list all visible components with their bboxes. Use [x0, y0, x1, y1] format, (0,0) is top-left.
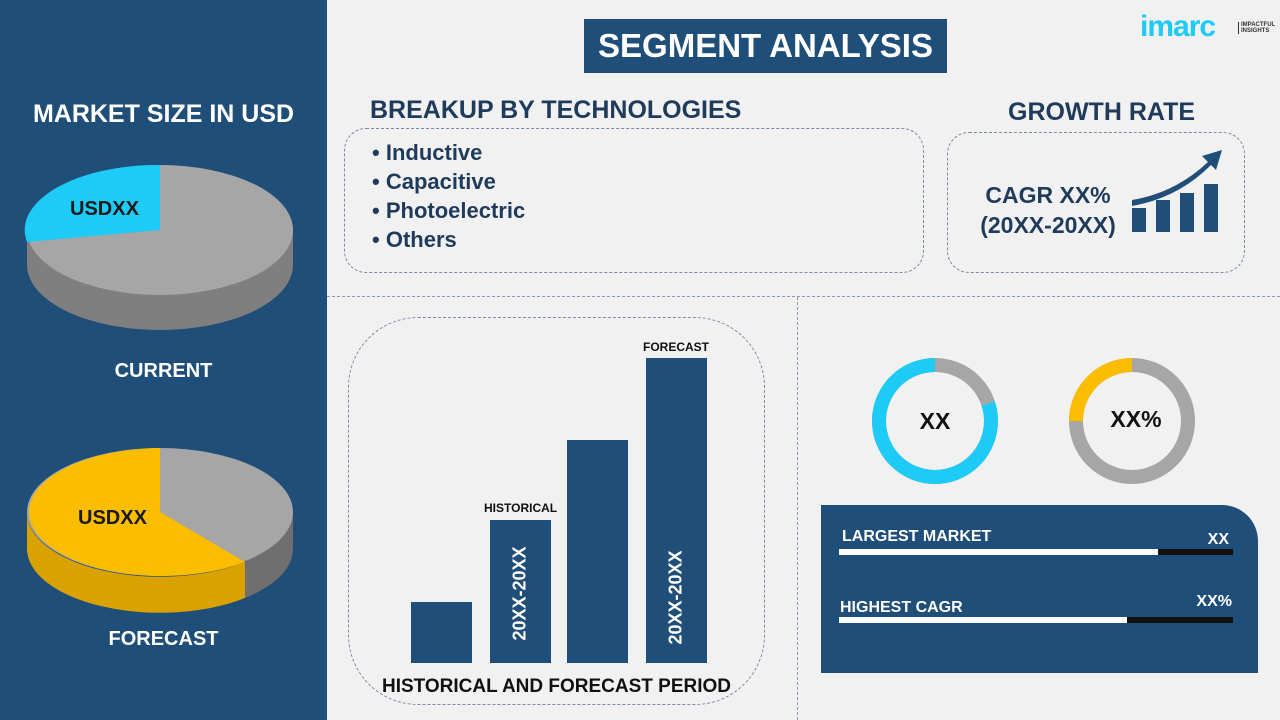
growth-box	[947, 132, 1245, 273]
historical-label: HISTORICAL	[484, 501, 558, 515]
stats-panel	[821, 505, 1258, 673]
largest-market-label: LARGEST MARKET	[842, 528, 992, 545]
highest-cagr-label: HIGHEST CAGR	[840, 599, 963, 616]
divider-vertical	[797, 297, 798, 720]
list-item: • Capacitive	[372, 169, 496, 194]
divider-horizontal	[327, 296, 1280, 297]
logo-tagline: IMPACTFUL INSIGHTS	[1238, 22, 1278, 34]
cagr-text: CAGR XX% (20XX-20XX)	[980, 182, 1116, 238]
donut-2-value: XX%	[1110, 406, 1162, 432]
highest-cagr-value: XX%	[1196, 593, 1232, 610]
breakup-box	[344, 128, 924, 273]
donut-fill	[872, 358, 998, 484]
page-title: SEGMENT ANALYSIS	[584, 19, 947, 73]
period-bar	[490, 519, 551, 663]
period-bar	[411, 602, 472, 663]
donut-1-value: XX	[919, 408, 951, 434]
growth-heading: GROWTH RATE	[1008, 98, 1196, 126]
current-pie-highlight	[24, 164, 160, 242]
list-item: • Photoelectric	[372, 198, 526, 223]
forecast-bar-label: FORECAST	[643, 340, 709, 354]
forecast-label: FORECAST	[108, 628, 219, 650]
forecast-pie-highlight	[28, 448, 246, 576]
imarc-logo: imarc	[1140, 10, 1216, 43]
growth-chart-icon	[1132, 150, 1222, 232]
forecast-value: USDXX	[78, 507, 147, 529]
current-pie	[24, 164, 293, 330]
period-bar	[567, 440, 628, 663]
technology-list: • Inductive • Capacitive • Photoelectric…	[372, 138, 525, 254]
donut-charts	[872, 358, 1195, 484]
largest-market-value: XX	[1207, 531, 1229, 548]
historical-range: 20XX-20XX	[509, 546, 530, 641]
forecast-range: 20XX-20XX	[665, 550, 686, 645]
stat-bar-fill	[839, 549, 1159, 555]
list-item: • Inductive	[372, 140, 483, 165]
period-chart-box	[348, 317, 765, 705]
current-label: CURRENT	[114, 360, 213, 382]
market-size-heading: MARKET SIZE IN USD	[32, 100, 295, 128]
period-bar	[646, 358, 707, 663]
forecast-pie	[26, 448, 294, 613]
period-chart-caption: HISTORICAL AND FORECAST PERIOD	[381, 676, 732, 697]
list-item: • Others	[372, 227, 457, 252]
breakup-heading: BREAKUP BY TECHNOLOGIES	[370, 96, 742, 124]
current-value: USDXX	[70, 198, 139, 220]
donut-fill	[1069, 358, 1195, 484]
stat-bar-fill	[839, 617, 1127, 623]
